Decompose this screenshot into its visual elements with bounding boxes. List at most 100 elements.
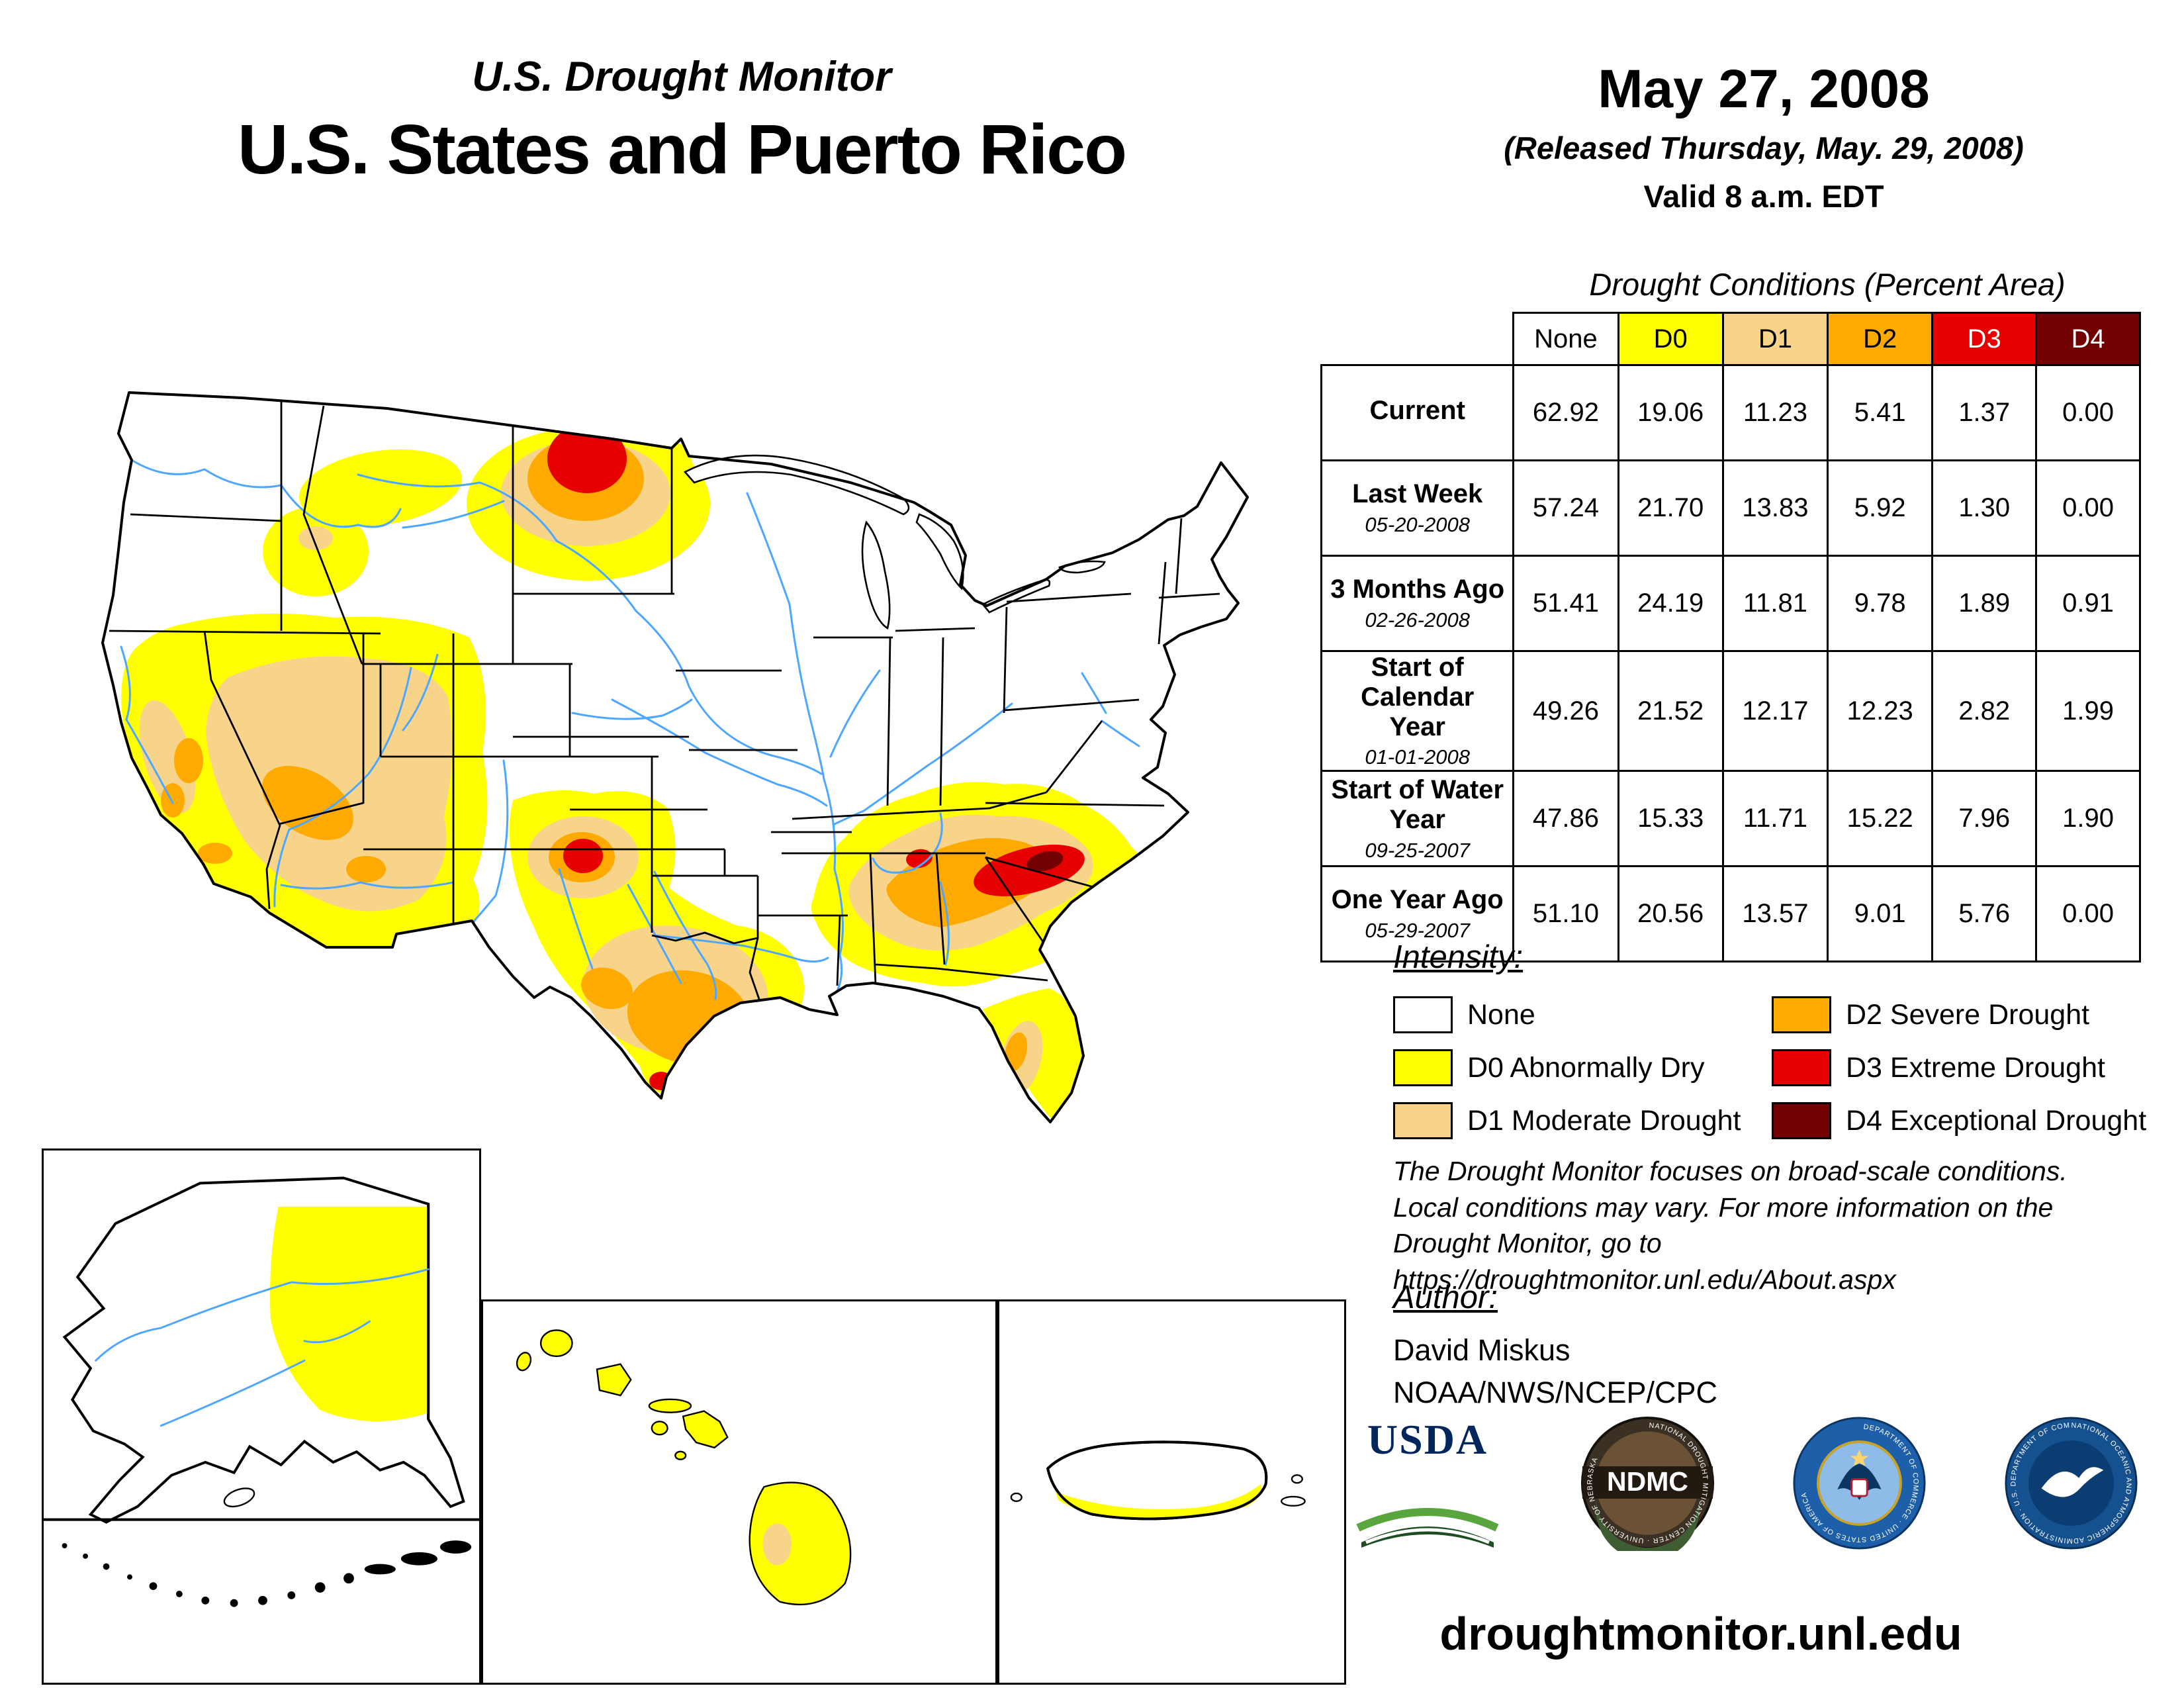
map-alaska-inset	[42, 1149, 481, 1685]
kahoolawe-island	[674, 1450, 687, 1460]
row-date: 02-26-2008	[1365, 608, 1470, 632]
disclaimer-line-url: Drought Monitor, go to https://droughtmo…	[1393, 1228, 1896, 1295]
program-title: U.S. Drought Monitor	[472, 54, 891, 100]
legend-label: D4 Exceptional Drought	[1846, 1104, 2147, 1137]
table-row: Start of Water Year 09-25-2007 47.86 15.3…	[1320, 770, 2141, 868]
niihau-island	[516, 1352, 532, 1372]
cell: 15.33	[1617, 770, 1724, 868]
hawaii-island	[749, 1481, 852, 1606]
hawaii-svg	[516, 1329, 852, 1606]
cell: 5.76	[1931, 865, 2038, 963]
col-d0: D0	[1617, 312, 1724, 366]
legend-label: D2 Severe Drought	[1846, 998, 2090, 1031]
hawaii-d1-area	[762, 1523, 792, 1566]
row-date: 05-29-2007	[1365, 919, 1470, 943]
cell: 20.56	[1617, 865, 1724, 963]
col-d4: D4	[2035, 312, 2141, 366]
cell: 0.00	[2035, 459, 2141, 557]
cell: 51.41	[1512, 555, 1619, 652]
cell: 12.17	[1721, 649, 1829, 773]
legend-label: D0 Abnormally Dry	[1467, 1051, 1705, 1084]
map-date: May 27, 2008	[1598, 59, 1930, 119]
rivers-layer	[120, 459, 1140, 1000]
kodiak-island	[223, 1487, 255, 1508]
cell: 1.37	[1931, 364, 2038, 461]
alaska-svg	[44, 1176, 479, 1607]
cell: 1.89	[1931, 555, 2038, 652]
cell: 9.78	[1827, 555, 1934, 652]
legend-item-d1: D1 Moderate Drought	[1393, 1102, 1772, 1140]
logo-row: USDA NDMC NATIONAL DROUGHT MITIGATION CE…	[1351, 1415, 2139, 1551]
cell: 12.23	[1827, 649, 1934, 773]
row-date: 09-25-2007	[1365, 838, 1470, 862]
row-label: 3 Months Ago	[1330, 575, 1505, 604]
col-d2: D2	[1827, 312, 1934, 366]
row-label: Start of Calendar Year	[1361, 653, 1475, 741]
culebra-island	[1291, 1474, 1303, 1484]
cell: 0.91	[2035, 555, 2141, 652]
release-date: (Released Thursday, May. 29, 2008)	[1504, 130, 2024, 165]
cell: 0.00	[2035, 364, 2141, 461]
cell: 21.70	[1617, 459, 1724, 557]
row-date: 01-01-2008	[1365, 745, 1470, 769]
table-title: Drought Conditions (Percent Area)	[1589, 267, 2066, 302]
usda-logo: USDA	[1351, 1415, 1504, 1551]
table-row: Current 62.92 19.06 11.23 5.41 1.37 0.00	[1320, 364, 2141, 461]
row-label: Current	[1369, 396, 1465, 426]
col-none: None	[1512, 312, 1619, 366]
table-row: 3 Months Ago 02-26-2008 51.41 24.19 11.81…	[1320, 555, 2141, 652]
cell: 24.19	[1617, 555, 1724, 652]
alaska-rivers	[95, 1268, 430, 1427]
cell: 51.10	[1512, 865, 1619, 963]
kauai-island	[539, 1329, 573, 1358]
alaska-d0-area	[270, 1206, 429, 1421]
author-name: David Miskus	[1393, 1333, 1570, 1367]
puerto-rico-svg	[1010, 1440, 1306, 1521]
page-title: U.S. States and Puerto Rico	[238, 111, 1127, 189]
swatch-d3	[1772, 1049, 1831, 1086]
cell: 0.00	[2035, 865, 2141, 963]
legend-item-none: None	[1393, 996, 1772, 1034]
author-heading: Author:	[1393, 1280, 1498, 1315]
state-borders	[109, 400, 1220, 1004]
disclaimer-line: The Drought Monitor focuses on broad-sca…	[1393, 1156, 2068, 1186]
mona-island	[1010, 1492, 1023, 1502]
date-block: May 27, 2008 (Released Thursday, May. 29…	[1390, 58, 2138, 214]
row-date: 05-20-2008	[1365, 512, 1470, 536]
legend-item-d3: D3 Extreme Drought	[1772, 1049, 2150, 1087]
legend-title: Intensity:	[1393, 939, 1524, 975]
cell: 1.90	[2035, 770, 2141, 868]
maui-island	[682, 1410, 729, 1449]
vieques-island	[1281, 1495, 1306, 1507]
noaa-gull-icon	[2041, 1467, 2104, 1497]
legend-item-d2: D2 Severe Drought	[1772, 996, 2150, 1034]
row-label: One Year Ago	[1331, 885, 1504, 915]
cell: 9.01	[1827, 865, 1934, 963]
cell: 13.57	[1721, 865, 1829, 963]
legend-item-d4: D4 Exceptional Drought	[1772, 1102, 2150, 1140]
footer-url[interactable]: droughtmonitor.unl.edu	[1439, 1608, 1962, 1660]
table-corner-cell	[1321, 312, 1514, 365]
cell: 2.82	[1931, 649, 2038, 773]
cell: 11.23	[1721, 364, 1829, 461]
puerto-rico-d0-area	[1055, 1484, 1261, 1519]
cell: 13.83	[1721, 459, 1829, 557]
aleutian-islands	[62, 1540, 472, 1607]
title-block: U.S. Drought Monitor U.S. States and Pue…	[99, 53, 1264, 190]
swatch-d0	[1393, 1049, 1453, 1086]
swatch-d2	[1772, 996, 1831, 1033]
intensity-legend: Intensity: None D0 Abnormally Dry D1 Mod…	[1393, 939, 2151, 1154]
ndmc-logo: NDMC NATIONAL DROUGHT MITIGATION CENTER …	[1580, 1416, 1715, 1551]
oahu-island	[596, 1363, 632, 1397]
cell: 47.86	[1512, 770, 1619, 868]
cell: 1.99	[2035, 649, 2141, 773]
ndmc-wordmark: NDMC	[1607, 1466, 1688, 1497]
cell: 5.41	[1827, 364, 1934, 461]
col-d3: D3	[1931, 312, 2038, 366]
cell: 49.26	[1512, 649, 1619, 773]
legend-label: D1 Moderate Drought	[1467, 1104, 1741, 1137]
cell: 11.71	[1721, 770, 1829, 868]
col-d1: D1	[1721, 312, 1829, 366]
valid-time: Valid 8 a.m. EDT	[1643, 179, 1884, 214]
